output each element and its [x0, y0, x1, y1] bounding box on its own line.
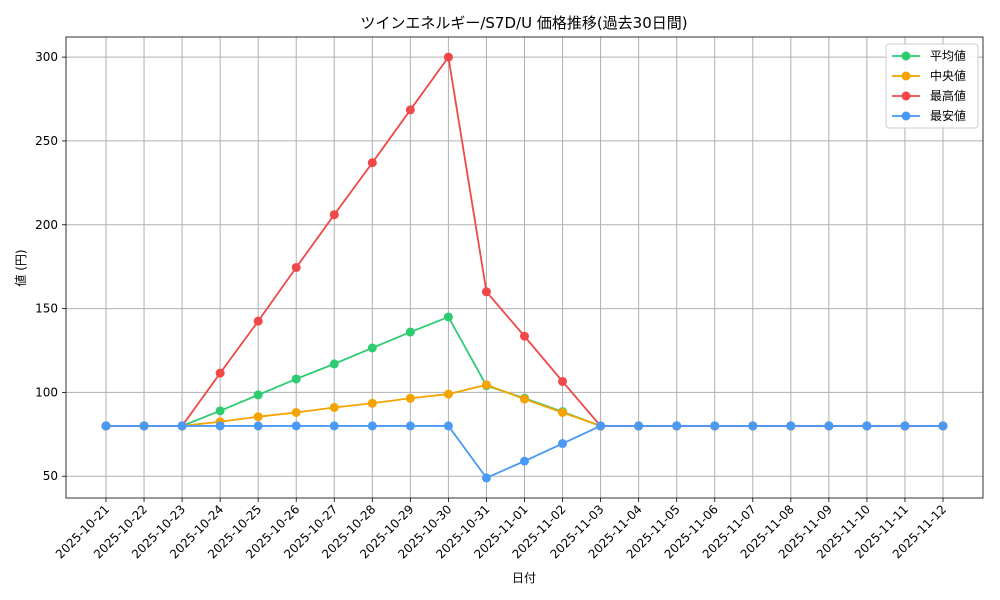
data-point [710, 421, 720, 431]
data-point [443, 389, 453, 399]
legend-label: 最高値 [930, 88, 966, 103]
legend-label: 平均値 [930, 48, 966, 63]
data-point [253, 421, 263, 431]
data-point [443, 52, 453, 62]
data-point [938, 421, 948, 431]
legend-item: 平均値 [892, 48, 966, 63]
data-point [748, 421, 758, 431]
data-point [101, 421, 111, 431]
data-point [253, 412, 263, 422]
data-point [596, 421, 606, 431]
legend-label: 最安値 [930, 108, 966, 123]
data-point [786, 421, 796, 431]
data-point [405, 393, 415, 403]
legend-swatch-marker [901, 91, 911, 101]
data-point [558, 376, 568, 386]
data-point [253, 316, 263, 326]
legend-swatch-marker [901, 71, 911, 81]
y-tick-label: 250 [35, 134, 58, 148]
y-tick-label: 200 [35, 218, 58, 232]
y-tick-label: 100 [35, 385, 58, 399]
data-point [367, 158, 377, 168]
series-lines [101, 52, 948, 483]
data-point [405, 327, 415, 337]
chart-title: ツインエネルギー/S7D/U 価格推移(過去30日間) [360, 14, 687, 32]
legend-item: 最高値 [892, 88, 966, 103]
data-point [329, 402, 339, 412]
y-tick-label: 300 [35, 50, 58, 64]
data-point [558, 408, 568, 418]
y-axis: 50 100 150 200 250 300 [35, 50, 66, 483]
legend-swatch-marker [901, 111, 911, 121]
data-point [900, 421, 910, 431]
y-tick-label: 150 [35, 302, 58, 316]
legend-item: 中央値 [892, 68, 966, 83]
data-point [367, 398, 377, 408]
grid [66, 37, 983, 498]
data-point [215, 406, 225, 416]
data-point [291, 263, 301, 272]
data-point [520, 394, 529, 404]
x-axis: 2025-10-212025-10-222025-10-232025-10-24… [53, 498, 949, 561]
y-tick-label: 50 [43, 469, 58, 483]
data-point [367, 421, 377, 431]
legend-box [885, 43, 979, 129]
data-point [558, 439, 568, 449]
data-point [405, 105, 415, 115]
data-point [329, 210, 339, 220]
data-point [253, 390, 263, 400]
data-point [634, 421, 644, 431]
data-point [405, 421, 415, 431]
y-axis-title: 値 (円) [13, 249, 28, 286]
data-point [443, 421, 453, 431]
data-point [329, 359, 339, 369]
data-point [824, 421, 834, 431]
data-point [291, 408, 301, 418]
x-axis-title: 日付 [512, 571, 536, 585]
legend-swatch-marker [901, 51, 911, 61]
data-point [520, 456, 529, 466]
series-3 [101, 421, 948, 483]
data-point [672, 421, 682, 431]
data-point [215, 421, 225, 431]
data-point [291, 421, 301, 431]
legend-item: 最安値 [892, 108, 966, 123]
data-point [291, 374, 301, 384]
legend-label: 中央値 [930, 68, 966, 83]
data-point [177, 421, 187, 431]
data-point [862, 421, 872, 431]
data-point [481, 473, 491, 483]
data-point [520, 331, 529, 341]
data-point [139, 421, 149, 431]
data-point [481, 287, 491, 297]
data-point [443, 312, 453, 322]
data-point [215, 368, 225, 378]
data-point [481, 380, 491, 390]
data-point [367, 343, 377, 353]
data-point [329, 421, 339, 431]
